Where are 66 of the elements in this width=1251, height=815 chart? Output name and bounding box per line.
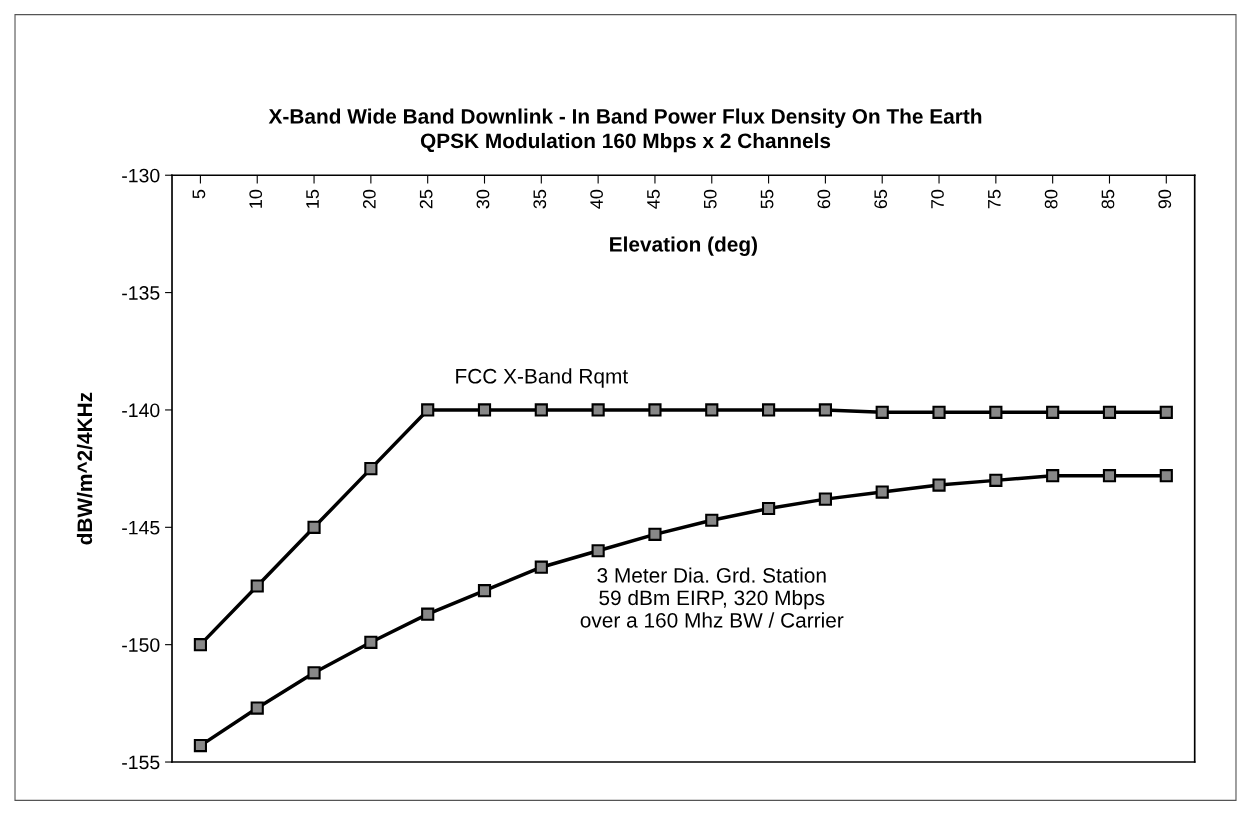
point bbox=[989, 473, 1003, 487]
x-tick-label: 40 bbox=[590, 189, 603, 209]
x-tick-label: 30 bbox=[476, 189, 490, 209]
point bbox=[932, 405, 946, 419]
point bbox=[307, 666, 321, 680]
point bbox=[818, 403, 832, 417]
x-tick-label: 35 bbox=[533, 189, 547, 209]
point bbox=[648, 403, 662, 417]
chart-title: X-Band Wide Band Downlink - In Band Power Flux Density On The Earth bbox=[268, 108, 982, 128]
x-tick-label: 25 bbox=[419, 189, 433, 209]
x-tick-label: 5 bbox=[192, 189, 206, 199]
x-tick-label: 15 bbox=[306, 189, 319, 208]
point bbox=[534, 560, 548, 574]
x-tick-label: 20 bbox=[362, 189, 376, 209]
point bbox=[648, 527, 662, 541]
point bbox=[1102, 405, 1117, 419]
y-tick-label: -140 bbox=[122, 403, 160, 418]
y-tick-label: -155 bbox=[122, 755, 160, 770]
x-tick-label: 90 bbox=[1158, 189, 1172, 209]
series-label: FCC X-Band Rqmt bbox=[456, 368, 628, 388]
point bbox=[193, 638, 208, 652]
point bbox=[250, 579, 264, 593]
point bbox=[534, 403, 548, 417]
series-label: 3 Meter Dia. Grd. Station 59 dBm EIRP, 320 Mbps over a 160 Mhz BW / Carrier bbox=[580, 567, 844, 628]
point bbox=[1046, 405, 1060, 419]
point bbox=[421, 607, 435, 621]
point bbox=[818, 492, 832, 506]
x-tick-label: 50 bbox=[703, 189, 717, 209]
point bbox=[1159, 405, 1173, 419]
x-tick-label: 85 bbox=[1101, 189, 1115, 209]
point bbox=[1102, 469, 1117, 483]
point bbox=[705, 403, 719, 417]
point bbox=[932, 478, 946, 492]
y-tick-label: -145 bbox=[122, 520, 160, 535]
x-tick-label: 55 bbox=[760, 189, 774, 209]
point bbox=[477, 403, 492, 417]
point bbox=[307, 520, 321, 534]
x-tick-label: 75 bbox=[988, 189, 1001, 209]
x-axis-title: Elevation (deg) bbox=[610, 236, 757, 256]
point bbox=[1046, 469, 1060, 483]
point bbox=[761, 403, 776, 417]
point bbox=[364, 462, 378, 476]
point bbox=[761, 501, 776, 516]
y-axis-title: dBW/m^2/4KHz bbox=[76, 392, 93, 545]
x-tick-label: 10 bbox=[249, 189, 263, 208]
point bbox=[364, 635, 378, 649]
point bbox=[477, 584, 492, 598]
point bbox=[591, 403, 605, 417]
y-tick-label: -130 bbox=[122, 168, 160, 183]
point bbox=[705, 513, 719, 527]
x-tick-label: 45 bbox=[647, 189, 660, 209]
chart-subtitle: QPSK Modulation 160 Mbps x 2 Channels bbox=[420, 132, 831, 153]
y-tick-label: -150 bbox=[122, 638, 160, 652]
point bbox=[1159, 469, 1173, 483]
point bbox=[421, 403, 435, 417]
point bbox=[875, 485, 889, 499]
x-tick-label: 65 bbox=[874, 189, 888, 209]
x-tick-label: 70 bbox=[931, 189, 944, 209]
y-tick-label: -135 bbox=[122, 286, 160, 300]
point bbox=[193, 739, 208, 753]
x-tick-label: 80 bbox=[1044, 189, 1058, 209]
x-tick-label: 60 bbox=[817, 189, 831, 209]
point bbox=[591, 544, 605, 558]
point bbox=[250, 701, 264, 715]
point bbox=[875, 405, 889, 419]
point bbox=[989, 405, 1003, 419]
